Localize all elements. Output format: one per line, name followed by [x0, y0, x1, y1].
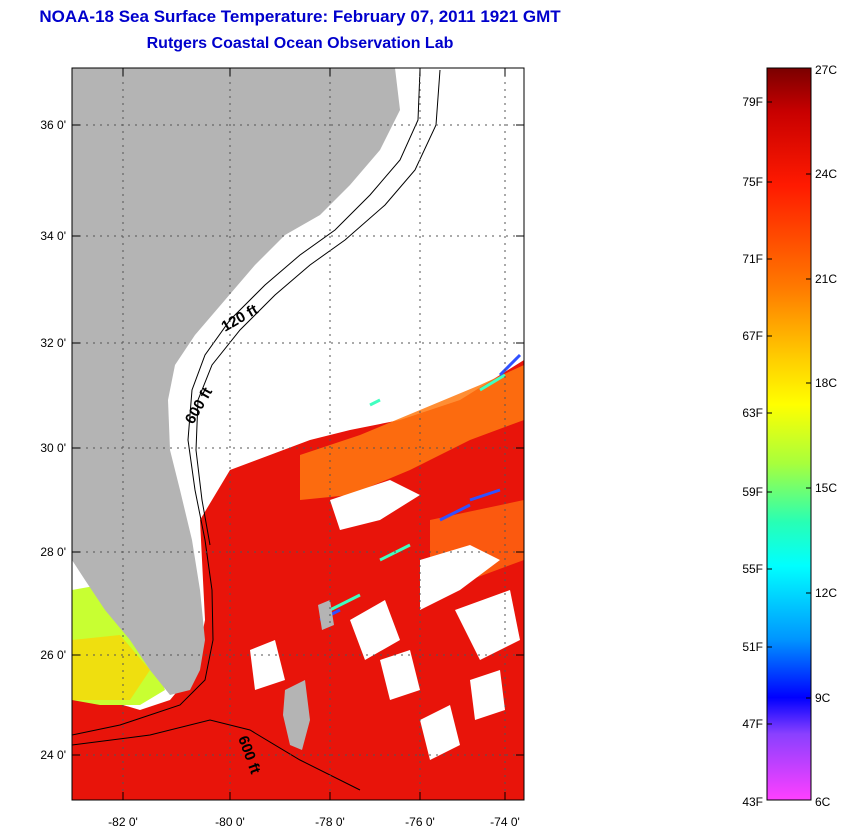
lon-label: -82 0' [108, 815, 138, 829]
lat-label: 26 0' [40, 648, 66, 662]
colorbar [766, 67, 812, 801]
colorbar-fahrenheit-labels: 79F 75F 71F 67F 63F 59F 55F 51F 47F 43F [742, 95, 763, 809]
lat-label: 28 0' [40, 545, 66, 559]
colorbar-f-label: 63F [742, 406, 763, 420]
land-andros-island [283, 680, 310, 750]
lon-label: -78 0' [315, 815, 345, 829]
frame-ticks [72, 68, 524, 800]
lon-label: -80 0' [215, 815, 245, 829]
lat-label: 30 0' [40, 441, 66, 455]
lon-label: -76 0' [405, 815, 435, 829]
colorbar-c-label: 15C [815, 481, 837, 495]
colorbar-f-label: 59F [742, 485, 763, 499]
depth-contours [72, 69, 441, 791]
lat-label: 24 0' [40, 748, 66, 762]
lon-label: -74 0' [490, 815, 520, 829]
lat-label: 34 0' [40, 229, 66, 243]
colorbar-f-label: 67F [742, 329, 763, 343]
map-area [72, 68, 524, 800]
colorbar-f-label: 55F [742, 562, 763, 576]
colorbar-c-label: 27C [815, 63, 837, 77]
lat-label: 32 0' [40, 336, 66, 350]
map-frame [71, 67, 525, 801]
longitude-labels: -82 0' -80 0' -78 0' -76 0' -74 0' [108, 815, 520, 829]
colorbar-f-label: 71F [742, 252, 763, 266]
sst-cool-water-2 [72, 635, 150, 700]
cloud-patches [250, 480, 520, 760]
lat-label: 36 0' [40, 118, 66, 132]
colorbar-c-label: 6C [815, 795, 831, 809]
colorbar-f-label: 43F [742, 795, 763, 809]
latitude-labels: 36 0' 34 0' 32 0' 30 0' 28 0' 26 0' 24 0… [40, 118, 66, 762]
map-subtitle: Rutgers Coastal Ocean Observation Lab [146, 35, 454, 52]
colorbar-f-label: 47F [742, 717, 763, 731]
sst-orange-band [300, 365, 524, 500]
colorbar-c-label: 9C [815, 691, 831, 705]
colorbar-f-label: 75F [742, 175, 763, 189]
land-mainland [72, 68, 400, 695]
colorbar-c-label: 24C [815, 167, 837, 181]
colorbar-c-label: 12C [815, 586, 837, 600]
graticule [72, 68, 524, 800]
colorbar-c-label: 18C [815, 376, 837, 390]
map-title: NOAA-18 Sea Surface Temperature: Februar… [39, 7, 561, 26]
colorbar-ticks [767, 101, 811, 725]
colorbar-f-label: 79F [742, 95, 763, 109]
colorbar-c-label: 21C [815, 272, 837, 286]
colorbar-celsius-labels: 27C 24C 21C 18C 15C 12C 9C 6C [815, 63, 837, 809]
colorbar-f-label: 51F [742, 640, 763, 654]
